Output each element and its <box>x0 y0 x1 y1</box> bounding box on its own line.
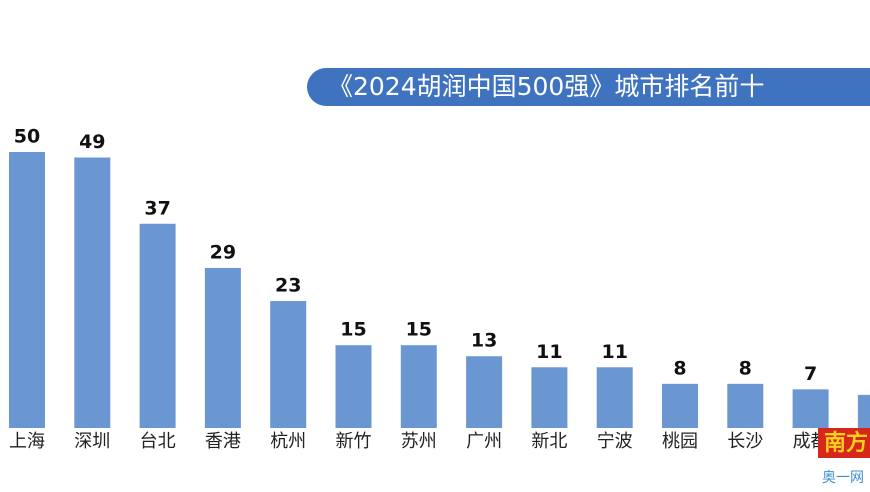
value-label: 8 <box>739 357 752 379</box>
x-tick-label: 广州 <box>466 431 502 452</box>
bar <box>74 157 111 428</box>
value-label: 15 <box>340 319 366 341</box>
bar <box>857 394 870 428</box>
x-tick-label: 宁波 <box>597 431 633 452</box>
x-tick-label: 新竹 <box>336 431 372 452</box>
bar <box>596 367 633 428</box>
bar <box>531 367 568 428</box>
watermark-box <box>818 428 870 458</box>
bar <box>270 301 307 428</box>
x-tick-label: 上海 <box>9 431 45 452</box>
x-tick-label: 桃园 <box>662 431 698 452</box>
bars: 50 上海 49 深圳 37 台北 29 香港 23 杭州 15 新竹 15 苏州 13 广州 11 新北 11 宁波… <box>9 126 870 452</box>
value-label: 8 <box>673 357 686 379</box>
value-label: 15 <box>406 319 432 341</box>
value-label: 29 <box>210 241 236 263</box>
x-tick-label: 台北 <box>140 431 176 452</box>
value-label: 11 <box>536 341 562 363</box>
value-label: 50 <box>14 126 40 148</box>
x-tick-label: 深圳 <box>74 431 110 452</box>
bar <box>9 152 45 428</box>
bar <box>204 267 241 428</box>
value-label: 11 <box>601 341 627 363</box>
value-label: 49 <box>79 131 105 153</box>
value-label: 13 <box>471 330 497 352</box>
value-label: 7 <box>804 363 817 385</box>
x-tick-label: 新北 <box>531 431 567 452</box>
bar <box>466 356 503 428</box>
watermark-brand: 南方 <box>824 430 868 456</box>
x-tick-label: 苏州 <box>401 431 437 452</box>
x-tick-label: 杭州 <box>270 431 306 452</box>
x-tick-label: 长沙 <box>727 431 763 452</box>
title-banner <box>307 68 870 106</box>
bar <box>335 345 372 428</box>
value-label: 37 <box>144 197 170 219</box>
bar <box>727 383 764 428</box>
value-label: 23 <box>275 275 301 297</box>
watermark-site: 奥一网 <box>822 469 864 486</box>
bar <box>662 383 698 428</box>
bar <box>792 389 829 428</box>
chart-title: 《2024胡润中国500强》城市排名前十 <box>328 72 764 101</box>
x-tick-label: 香港 <box>205 431 241 452</box>
bar <box>139 223 176 428</box>
bar <box>400 345 437 428</box>
